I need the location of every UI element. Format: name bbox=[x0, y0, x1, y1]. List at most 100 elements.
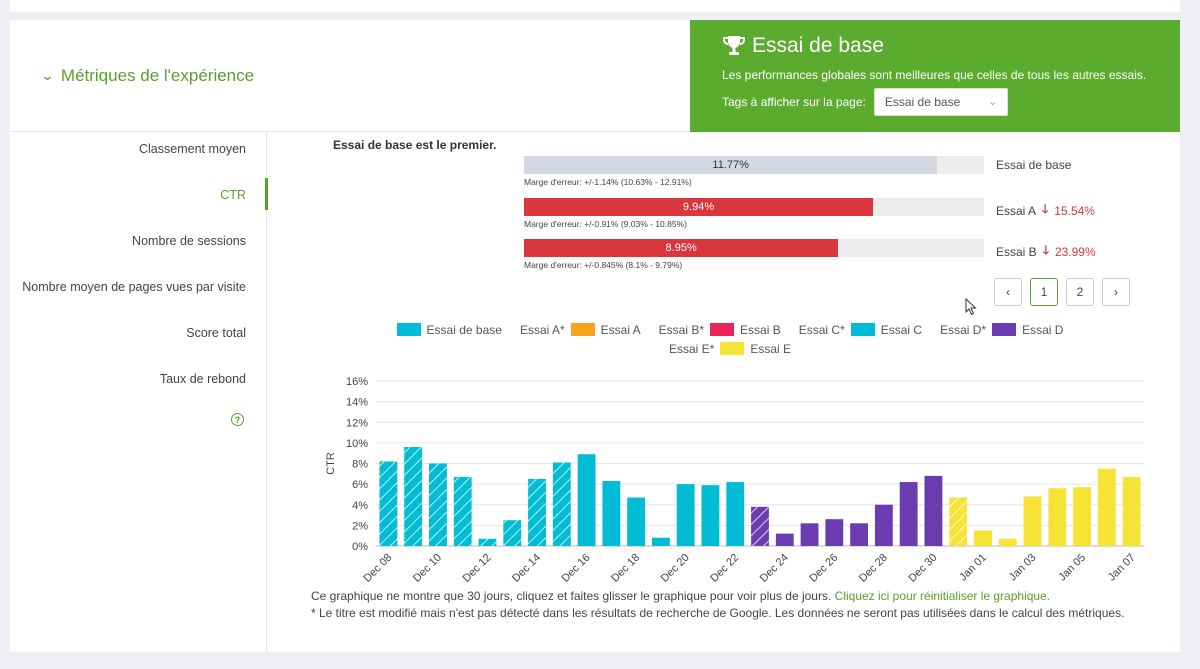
comparison-row: 11.77% Marge d'erreur: +/-1.14% (10.63% … bbox=[524, 156, 984, 187]
arrow-down-icon: 🡓 bbox=[1042, 202, 1049, 216]
sidebar-item-score-total[interactable]: Score total bbox=[186, 326, 246, 340]
chart-bar[interactable] bbox=[924, 475, 943, 546]
legend-item-essai-de-base[interactable]: Essai de base bbox=[396, 323, 502, 337]
chart-legend: Essai de base Essai A* Essai A Essai B* … bbox=[320, 320, 1140, 358]
x-tick-label: Dec 22 bbox=[708, 552, 741, 585]
bar-track: 9.94% bbox=[524, 198, 984, 216]
bar-track: 8.95% bbox=[524, 239, 984, 257]
legend-swatch bbox=[720, 342, 745, 355]
chart-bar[interactable] bbox=[825, 519, 844, 546]
legend-swatch bbox=[850, 323, 875, 336]
chart-bar-hatch bbox=[552, 462, 571, 546]
ctr-bar-chart[interactable]: 0% 2% 4% 6% 8% 10% 12% 14% 16% CTR Dec 08 Dec 10 Dec… bbox=[312, 352, 1152, 592]
page-button-1[interactable]: 1 bbox=[1030, 278, 1058, 306]
legend-item-essai-b[interactable]: Essai B* Essai B bbox=[658, 322, 781, 337]
experiment-panel: ⌄ Métriques de l'expérience Essai de bas… bbox=[10, 20, 1180, 652]
chart-bar[interactable] bbox=[1097, 468, 1116, 546]
chevron-down-icon: ⌄ bbox=[988, 96, 997, 108]
legend-swatch bbox=[396, 323, 421, 336]
sidebar-item-pages-vues[interactable]: Nombre moyen de pages vues par visite bbox=[22, 280, 246, 294]
chart-bar[interactable] bbox=[701, 485, 720, 546]
chart-bar[interactable] bbox=[1048, 488, 1067, 546]
tags-select[interactable]: Essai de base ⌄ bbox=[873, 88, 1008, 116]
legend-item-essai-a[interactable]: Essai A* Essai A bbox=[519, 322, 641, 337]
chart-bar[interactable] bbox=[874, 504, 893, 546]
winner-title: Essai de base bbox=[722, 34, 884, 58]
panel-header: ⌄ Métriques de l'expérience Essai de bas… bbox=[10, 20, 1180, 132]
chart-bar[interactable] bbox=[775, 533, 794, 546]
y-tick-label: 4% bbox=[352, 500, 368, 512]
chart-bar[interactable] bbox=[974, 530, 992, 546]
chart-bar-hatch bbox=[404, 447, 423, 546]
legend-row: Essai E* Essai E bbox=[320, 339, 1140, 358]
chart-bar[interactable] bbox=[1023, 496, 1042, 547]
comparison-row: 8.95% Marge d'erreur: +/-0.845% (8.1% - … bbox=[524, 239, 984, 270]
page-button-2[interactable]: 2 bbox=[1066, 278, 1094, 306]
y-tick-label: 6% bbox=[352, 479, 368, 491]
metrics-section-toggle[interactable]: ⌄ Métriques de l'expérience bbox=[40, 66, 254, 86]
footnote-line-2: * Le titre est modifié mais n'est pas dé… bbox=[311, 606, 1125, 620]
help-icon[interactable]: ? bbox=[231, 413, 244, 426]
arrow-down-icon: 🡓 bbox=[1042, 243, 1049, 257]
top-strip bbox=[10, 0, 1180, 12]
legend-item-essai-e[interactable]: Essai E* Essai E bbox=[668, 341, 792, 356]
next-page-button[interactable]: › bbox=[1102, 278, 1130, 306]
chevron-down-icon: ⌄ bbox=[40, 68, 55, 83]
x-tick-label: Dec 26 bbox=[807, 552, 840, 585]
x-tick-label: Dec 30 bbox=[906, 552, 939, 585]
x-tick-label: Jan 05 bbox=[1056, 552, 1088, 584]
x-tick-label: Dec 16 bbox=[560, 552, 593, 585]
bar-name: Essai B 🡓 23.99% bbox=[996, 241, 1096, 262]
chart-bar-hatch bbox=[949, 497, 968, 546]
y-tick-label: 10% bbox=[346, 438, 368, 450]
chart-bar[interactable] bbox=[577, 454, 596, 546]
chart-bar[interactable] bbox=[1073, 487, 1091, 546]
bar-name: Essai A 🡓 15.54% bbox=[996, 200, 1095, 221]
chart-bar-hatch bbox=[503, 520, 522, 546]
error-margin: Marge d'erreur: +/-0.91% (9.03% - 10.85%… bbox=[524, 219, 687, 229]
winner-box: Essai de base Les performances globales … bbox=[690, 20, 1180, 132]
x-tick-label: Dec 20 bbox=[659, 552, 692, 585]
legend-item-essai-d[interactable]: Essai D* Essai D bbox=[940, 322, 1064, 337]
x-tick-label: Jan 07 bbox=[1106, 552, 1138, 584]
chart-bar[interactable] bbox=[676, 484, 695, 546]
chart-footnote: Ce graphique ne montre que 30 jours, cli… bbox=[311, 588, 1124, 622]
sidebar-item-ctr[interactable]: CTR bbox=[220, 188, 246, 202]
chart-bar[interactable] bbox=[651, 537, 670, 546]
bar-track: 11.77% bbox=[524, 156, 984, 174]
bar-name: Essai de base bbox=[996, 158, 1072, 172]
chart-bar[interactable] bbox=[627, 497, 646, 546]
x-tick-label: Jan 01 bbox=[957, 552, 989, 584]
x-tick-label: Dec 12 bbox=[460, 552, 493, 585]
chart-bar-hatch bbox=[453, 476, 472, 546]
reset-chart-link[interactable]: Cliquez ici pour réinitialiser le graphi… bbox=[834, 589, 1051, 603]
x-tick-label: Dec 18 bbox=[609, 552, 642, 585]
winner-description: Les performances globales sont meilleure… bbox=[722, 68, 1147, 82]
sidebar-item-classement-moyen[interactable]: Classement moyen bbox=[139, 142, 246, 156]
y-tick-label: 16% bbox=[346, 376, 368, 388]
tags-row: Tags à afficher sur la page: Essai de ba… bbox=[722, 88, 1008, 116]
legend-row: Essai de base Essai A* Essai A Essai B* … bbox=[320, 320, 1140, 339]
prev-page-button[interactable]: ‹ bbox=[994, 278, 1022, 306]
chart-bar[interactable] bbox=[726, 482, 745, 546]
sidebar-item-nombre-sessions[interactable]: Nombre de sessions bbox=[132, 234, 246, 248]
chart-bar[interactable] bbox=[800, 523, 819, 546]
chart-bar[interactable] bbox=[1122, 476, 1141, 546]
sidebar-item-taux-rebond[interactable]: Taux de rebond bbox=[159, 372, 246, 386]
chart-bar[interactable] bbox=[602, 481, 621, 546]
chart-bar-hatch bbox=[429, 463, 447, 546]
chart-bar-hatch bbox=[528, 478, 546, 546]
y-tick-label: 14% bbox=[346, 397, 368, 409]
y-tick-label: 2% bbox=[352, 520, 368, 532]
delta-value: 15.54% bbox=[1054, 203, 1095, 218]
chart-bar-hatch bbox=[751, 506, 769, 546]
chart-bar[interactable] bbox=[998, 538, 1017, 546]
x-tick-label: Dec 08 bbox=[361, 552, 394, 585]
chart-bar[interactable] bbox=[899, 482, 918, 546]
x-tick-label: Dec 28 bbox=[857, 552, 890, 585]
comparison-row: 9.94% Marge d'erreur: +/-0.91% (9.03% - … bbox=[524, 198, 984, 229]
y-axis-label: CTR bbox=[325, 452, 337, 475]
legend-item-essai-c[interactable]: Essai C* Essai C bbox=[798, 322, 923, 337]
y-tick-label: 8% bbox=[352, 459, 368, 471]
chart-bar[interactable] bbox=[850, 523, 869, 546]
